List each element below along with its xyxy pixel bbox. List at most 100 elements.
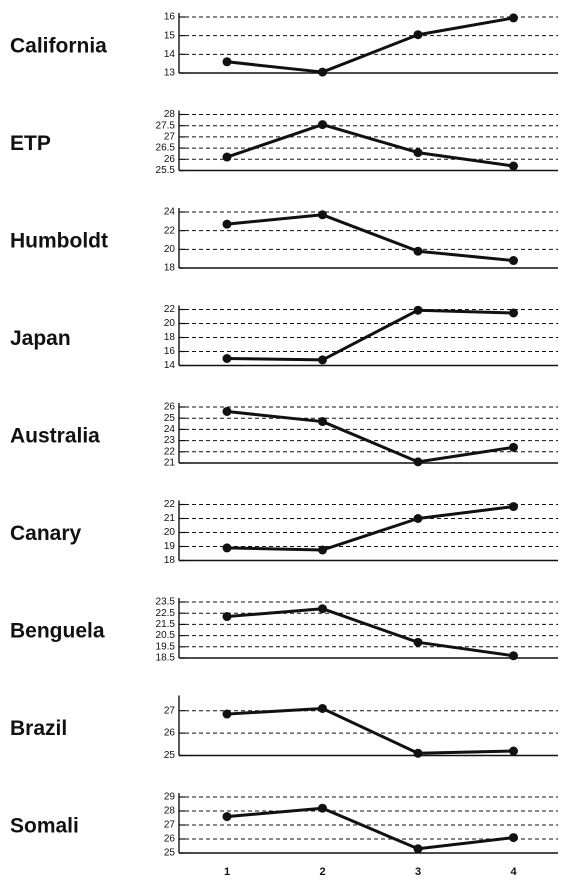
y-tick-label-australia-2: 23: [164, 435, 176, 446]
series-line-humboldt: [226, 213, 514, 263]
y-tick-label-humboldt-0: 18: [164, 263, 176, 274]
data-point-canary-4: [509, 502, 518, 512]
y-tick-label-australia-5: 26: [164, 402, 176, 413]
data-point-japan-2: [318, 355, 327, 365]
data-point-california-2: [318, 67, 327, 77]
data-point-benguela-1: [222, 612, 232, 622]
panel-label-brazil: Brazil: [10, 717, 67, 740]
y-tick-label-canary-0: 18: [164, 555, 176, 566]
data-point-brazil-3: [413, 748, 423, 758]
panel-label-canary: Canary: [10, 522, 82, 545]
panels-group: California13141516ETP25.52626.52727.528H…: [10, 12, 558, 859]
panel-california: California 13 14 15 16: [10, 12, 558, 79]
y-tick-label-etp-5: 28: [164, 109, 176, 120]
panel-label-australia: Australia: [10, 425, 100, 448]
panel-somali: Somali 25 26 27 28 29: [10, 792, 558, 859]
data-point-brazil-2: [318, 703, 327, 713]
series-line-california: [226, 16, 514, 74]
y-tick-label-california-0: 13: [164, 68, 176, 79]
y-tick-label-canary-2: 20: [164, 527, 176, 538]
y-tick-label-humboldt-2: 22: [164, 225, 176, 236]
panel-label-humboldt: Humboldt: [10, 230, 108, 253]
data-point-humboldt-3: [413, 246, 423, 256]
y-tick-label-australia-0: 21: [164, 458, 176, 469]
y-tick-label-benguela-5: 23.5: [156, 597, 176, 608]
series-line-brazil: [226, 706, 514, 755]
data-point-australia-3: [413, 457, 423, 467]
data-point-australia-2: [318, 417, 327, 427]
data-point-canary-3: [413, 514, 423, 523]
panel-label-etp: ETP: [10, 132, 51, 155]
y-tick-label-california-3: 16: [164, 12, 176, 23]
y-tick-label-brazil-2: 27: [164, 705, 176, 716]
data-point-brazil-1: [222, 709, 232, 719]
data-point-etp-4: [509, 161, 518, 171]
y-tick-label-benguela-3: 21.5: [156, 619, 176, 630]
y-tick-label-somali-4: 29: [164, 792, 176, 803]
y-tick-label-humboldt-3: 24: [164, 207, 176, 218]
panel-japan: Japan 14 16 18 20 22: [10, 304, 558, 371]
y-tick-label-somali-1: 26: [164, 834, 176, 845]
y-tick-label-japan-1: 16: [164, 346, 176, 357]
x-tick-label-3: 3: [415, 866, 421, 878]
data-point-japan-3: [413, 305, 423, 315]
y-tick-label-benguela-4: 22.5: [156, 608, 176, 619]
y-tick-label-benguela-0: 18.5: [156, 653, 176, 664]
data-point-etp-2: [318, 120, 327, 130]
series-line-etp: [226, 123, 514, 168]
data-point-australia-1: [222, 406, 232, 416]
series-line-somali: [226, 806, 514, 851]
y-tick-label-somali-0: 25: [164, 848, 176, 859]
panel-canary: Canary 18 19 20 21 22: [10, 499, 558, 566]
data-point-california-3: [413, 30, 423, 40]
y-tick-label-etp-0: 25.5: [156, 165, 176, 176]
data-point-california-4: [509, 13, 518, 23]
data-point-somali-2: [318, 803, 327, 813]
y-tick-label-japan-0: 14: [164, 360, 176, 371]
x-tick-label-2: 2: [319, 866, 325, 878]
data-point-canary-1: [222, 543, 232, 553]
data-point-japan-4: [509, 308, 518, 318]
data-point-somali-3: [413, 844, 423, 854]
data-point-benguela-2: [318, 604, 327, 614]
series-line-canary: [226, 505, 514, 552]
y-tick-label-australia-4: 25: [164, 413, 176, 424]
y-tick-label-canary-1: 19: [164, 541, 176, 552]
y-tick-label-japan-4: 22: [164, 304, 176, 315]
y-tick-label-japan-2: 18: [164, 332, 176, 343]
y-tick-label-japan-3: 20: [164, 318, 176, 329]
panel-label-somali: Somali: [10, 815, 79, 838]
y-tick-label-california-2: 15: [164, 30, 176, 41]
panel-label-benguela: Benguela: [10, 620, 105, 643]
data-point-california-1: [222, 57, 232, 67]
series-line-japan: [226, 308, 514, 362]
y-tick-label-brazil-0: 25: [164, 750, 176, 761]
data-point-somali-1: [222, 812, 232, 822]
y-tick-label-benguela-1: 19.5: [156, 641, 176, 652]
data-point-japan-1: [222, 354, 232, 363]
y-tick-label-etp-1: 26: [164, 154, 176, 165]
data-point-humboldt-2: [318, 210, 327, 220]
panel-label-japan: Japan: [10, 327, 71, 350]
y-tick-label-australia-3: 24: [164, 424, 176, 435]
y-tick-label-somali-3: 28: [164, 806, 176, 817]
panel-brazil: Brazil 25 26 27: [10, 695, 558, 761]
y-tick-label-etp-3: 27: [164, 132, 176, 143]
data-point-benguela-3: [413, 637, 423, 647]
data-point-somali-4: [509, 833, 518, 843]
y-tick-label-etp-2: 26.5: [156, 143, 176, 154]
y-tick-label-humboldt-1: 20: [164, 244, 176, 255]
series-line-australia: [226, 409, 514, 464]
x-tick-label-1: 1: [224, 866, 230, 878]
y-tick-label-canary-3: 21: [164, 513, 176, 524]
data-point-australia-4: [509, 442, 518, 452]
data-point-humboldt-4: [509, 256, 518, 266]
data-point-etp-1: [222, 152, 232, 162]
y-tick-label-brazil-1: 26: [164, 728, 176, 739]
panel-benguela: Benguela 18.519.520.521.522.523.5: [10, 597, 558, 664]
y-tick-label-somali-2: 27: [164, 820, 176, 831]
panel-label-california: California: [10, 35, 107, 58]
